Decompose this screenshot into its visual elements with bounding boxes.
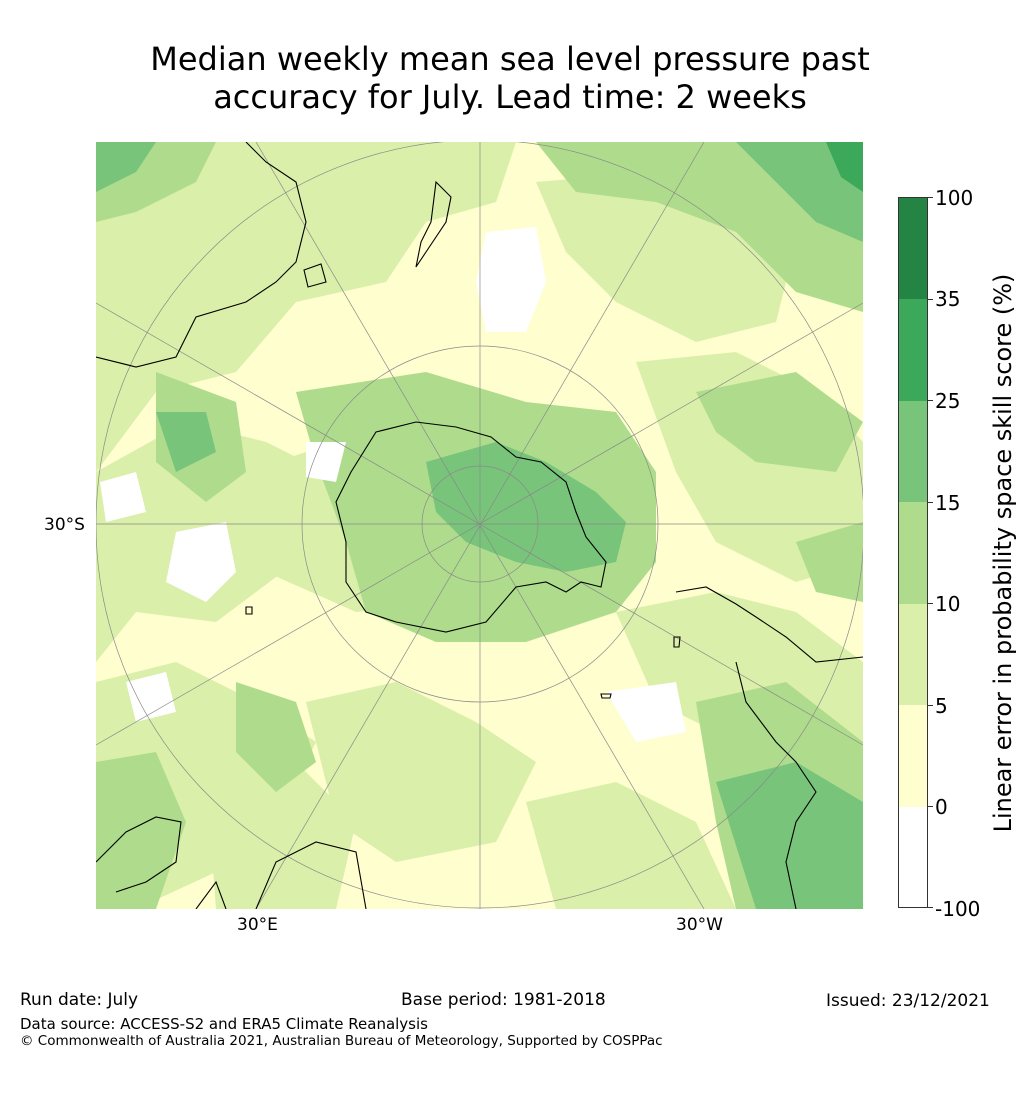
lon-label-30e: 30°E bbox=[237, 915, 278, 935]
colorbar-tick: 100 bbox=[935, 186, 974, 210]
lat-label-30s: 30°S bbox=[44, 515, 85, 535]
south-america-east-coast bbox=[735, 661, 817, 909]
colorbar-seg-5-10 bbox=[899, 604, 927, 705]
copyright: © Commonwealth of Australia 2021, Austra… bbox=[20, 1033, 663, 1049]
colorbar-tick: 25 bbox=[935, 389, 961, 413]
africa-coast-2 bbox=[195, 880, 227, 909]
colorbar-seg-below-0 bbox=[899, 807, 927, 907]
data-source: Data source: ACCESS-S2 and ERA5 Climate … bbox=[20, 1015, 428, 1033]
colorbar-seg-15-25 bbox=[899, 401, 927, 502]
graticule bbox=[96, 142, 863, 909]
new-zealand-coast bbox=[415, 180, 452, 268]
colorbar-seg-0-5 bbox=[899, 705, 927, 807]
colorbar-tick: 15 bbox=[935, 491, 961, 515]
island-kerguelen bbox=[245, 606, 253, 615]
issued-date: Issued: 23/12/2021 bbox=[826, 991, 990, 1011]
run-date: Run date: July bbox=[20, 990, 139, 1010]
title-line-1: Median weekly mean sea level pressure pa… bbox=[150, 40, 870, 78]
map-panel[interactable] bbox=[96, 142, 863, 909]
skill-map bbox=[96, 142, 863, 909]
skill-band-below-zero bbox=[100, 227, 686, 742]
colorbar-tick: -100 bbox=[935, 897, 981, 921]
colorbar-label: Linear error in probability space skill … bbox=[989, 273, 1017, 833]
island-falklands bbox=[600, 693, 612, 699]
coastlines bbox=[96, 142, 863, 909]
colorbar-tick: 10 bbox=[935, 592, 961, 616]
title-line-2: accuracy for July. Lead time: 2 weeks bbox=[213, 78, 807, 116]
colorbar-tick: 5 bbox=[935, 694, 948, 718]
skill-band-25-35 bbox=[826, 142, 863, 192]
colorbar-seg-10-15 bbox=[899, 502, 927, 604]
tasmania-coast bbox=[303, 263, 327, 288]
colorbar-seg-25-35 bbox=[899, 299, 927, 401]
colorbar bbox=[898, 197, 928, 908]
antarctica-coast bbox=[335, 421, 607, 633]
island-south-georgia bbox=[673, 636, 681, 648]
australia-coast bbox=[96, 142, 307, 368]
madagascar-coast bbox=[96, 816, 182, 893]
colorbar-tick: 0 bbox=[935, 795, 948, 819]
skill-band-15-25 bbox=[96, 142, 863, 909]
lon-label-30w: 30°W bbox=[676, 915, 723, 935]
south-america-coast bbox=[675, 586, 863, 663]
colorbar-seg-35-100 bbox=[899, 198, 927, 299]
base-period: Base period: 1981-2018 bbox=[401, 990, 606, 1010]
africa-coast bbox=[255, 841, 367, 909]
chart-title: Median weekly mean sea level pressure pa… bbox=[0, 40, 1020, 116]
colorbar-tick: 35 bbox=[935, 287, 961, 311]
